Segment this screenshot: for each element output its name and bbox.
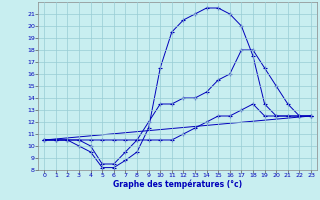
X-axis label: Graphe des températures (°c): Graphe des températures (°c) (113, 180, 242, 189)
